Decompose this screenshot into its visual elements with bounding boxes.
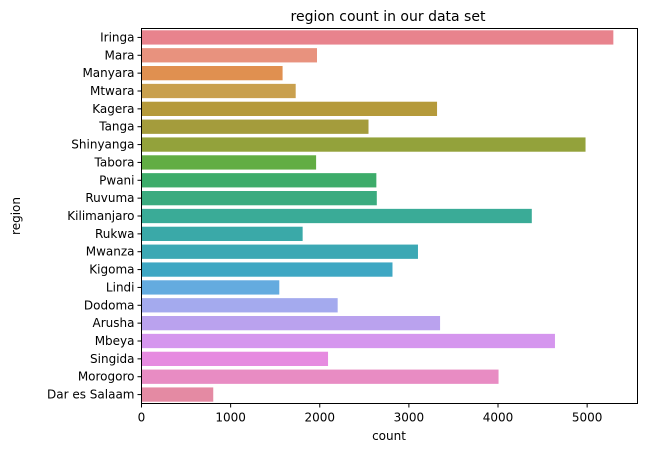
bar-mbeya <box>141 333 555 349</box>
y-tick-label: Kigoma <box>89 263 134 277</box>
bar-mtwara <box>141 83 296 99</box>
bar-dodoma <box>141 298 338 313</box>
y-tick-label: Lindi <box>106 280 135 294</box>
bar-tanga <box>141 119 369 134</box>
bar-mwanza <box>141 244 418 259</box>
y-tick-label: Tabora <box>94 155 135 169</box>
bar-kilimanjaro <box>141 208 532 224</box>
y-tick-label: Manyara <box>82 66 134 80</box>
bar-shinyanga <box>141 137 586 152</box>
bar-kigoma <box>141 262 393 277</box>
y-axis-label: region <box>9 197 23 235</box>
y-tick-label: Dar es Salaam <box>47 388 135 402</box>
chart-title: region count in our data set <box>291 9 486 25</box>
y-axis-ticks: Iringa Mara Manyara Mtwara Kagera Tanga Shinya… <box>47 30 142 402</box>
x-axis-label: count <box>372 429 406 443</box>
bar-arusha <box>141 316 441 331</box>
y-tick-label: Shinyanga <box>71 138 134 152</box>
bar-kagera <box>141 101 438 116</box>
bar-iringa <box>141 30 614 45</box>
y-tick-label: Iringa <box>100 30 134 44</box>
bar-ruvuma <box>141 191 377 206</box>
y-tick-label: Mwanza <box>86 245 135 259</box>
bar-tabora <box>141 155 317 170</box>
bar-rukwa <box>141 226 303 241</box>
plot-frame <box>141 28 638 404</box>
bar-mara <box>141 48 317 63</box>
y-tick-label: Rukwa <box>95 227 135 241</box>
x-tick-label: 0 <box>138 411 146 425</box>
bar-singida <box>141 351 329 366</box>
y-tick-label: Mtwara <box>90 84 135 98</box>
bar-morogoro <box>141 369 499 384</box>
x-tick-label: 3000 <box>394 411 425 425</box>
y-tick-label: Dodoma <box>84 298 135 312</box>
bar-lindi <box>141 280 280 295</box>
x-tick-label: 1000 <box>215 411 246 425</box>
bar-pwani <box>141 173 377 188</box>
y-tick-label: Pwani <box>99 173 134 187</box>
bar-dar-es-salaam <box>141 387 214 402</box>
x-tick-label: 2000 <box>304 411 335 425</box>
y-tick-label: Arusha <box>93 316 135 330</box>
bars-group <box>141 30 614 402</box>
bar-manyara <box>141 66 283 81</box>
y-tick-label: Mara <box>105 48 135 62</box>
y-tick-label: Kagera <box>92 102 134 116</box>
x-tick-label: 4000 <box>483 411 514 425</box>
x-axis-ticks: 0 1000 2000 3000 4000 5000 <box>138 403 603 425</box>
y-tick-label: Ruvuma <box>85 191 134 205</box>
y-tick-label: Singida <box>90 352 134 366</box>
y-tick-label: Kilimanjaro <box>67 209 134 223</box>
x-tick-label: 5000 <box>572 411 603 425</box>
y-tick-label: Mbeya <box>95 334 135 348</box>
y-tick-label: Tanga <box>98 120 134 134</box>
y-tick-label: Morogoro <box>78 370 135 384</box>
